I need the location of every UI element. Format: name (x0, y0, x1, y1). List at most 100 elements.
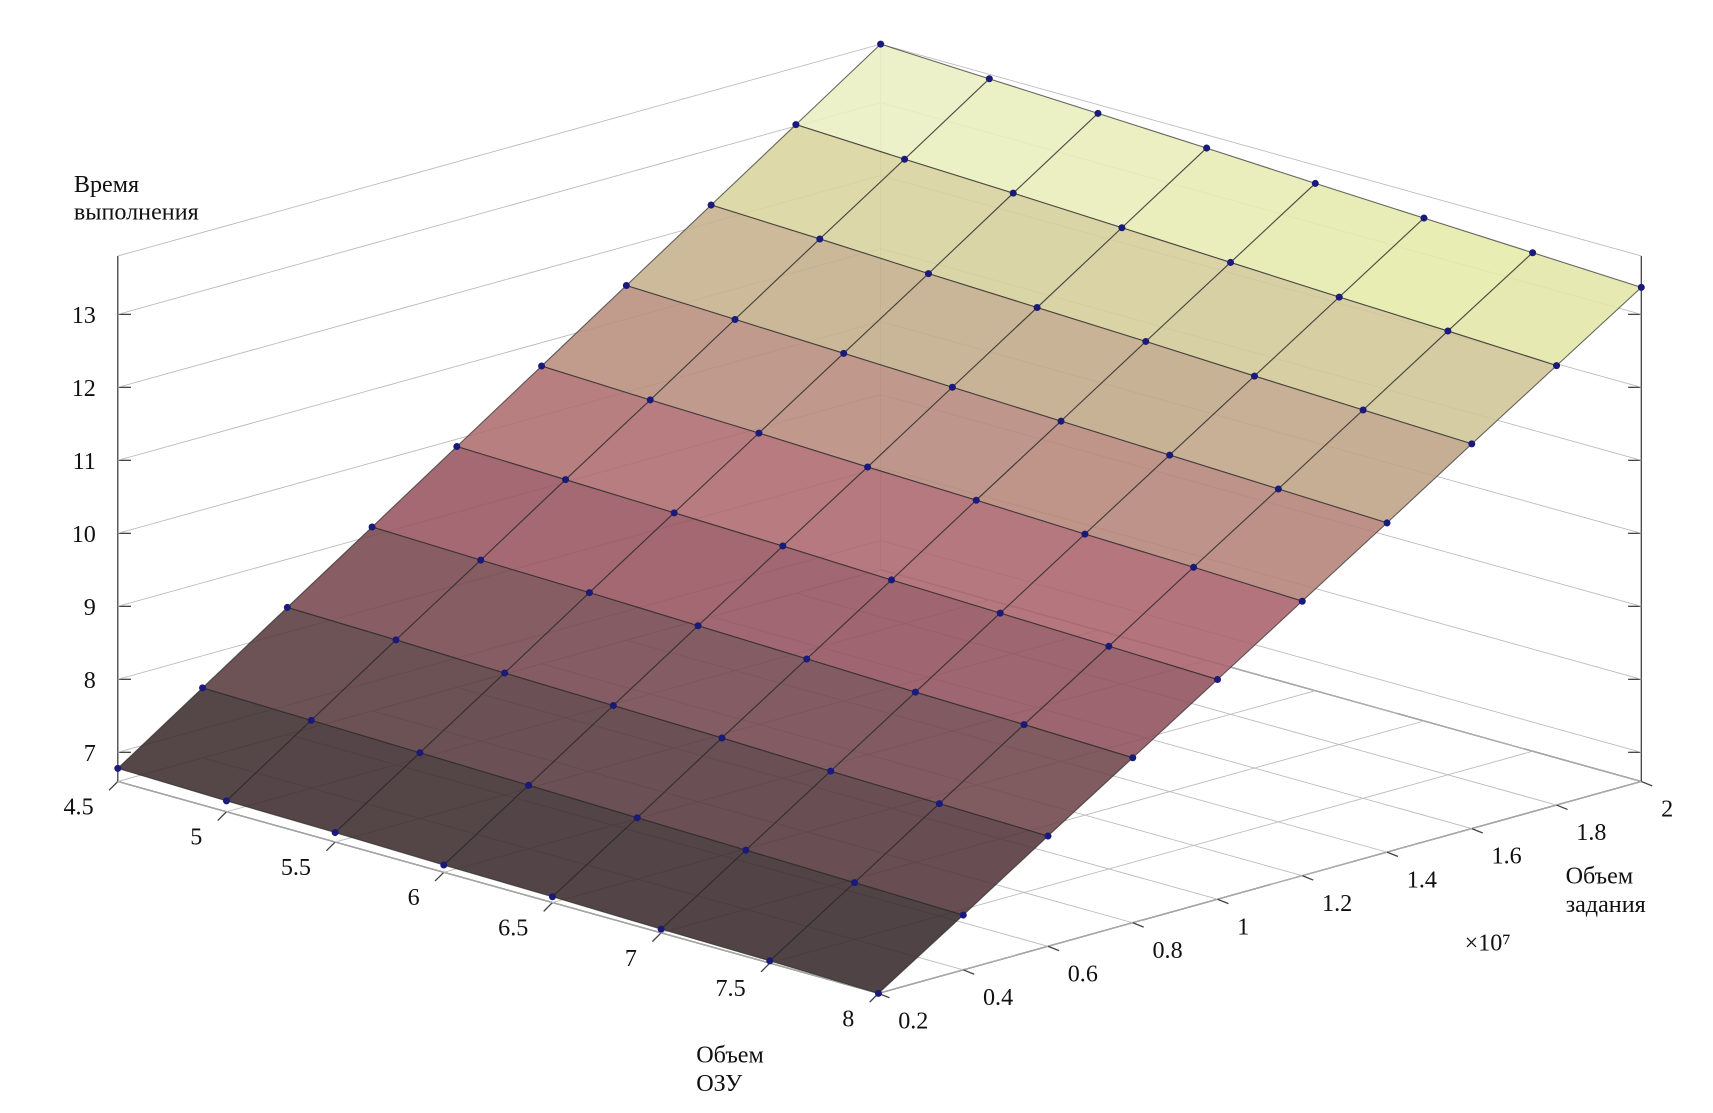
y-tick-label: 1.4 (1407, 866, 1437, 893)
data-point (887, 576, 896, 584)
z-tick-label: 11 (73, 448, 96, 475)
data-point (501, 669, 509, 677)
z-tick-label: 13 (72, 302, 96, 329)
y-tick-label: 2 (1661, 796, 1673, 823)
data-point (816, 235, 824, 243)
data-point (561, 476, 570, 484)
data-point (911, 688, 919, 696)
data-point (864, 463, 872, 471)
z-axis-label: выполнения (74, 199, 199, 226)
x-tick-label: 8 (842, 1005, 854, 1032)
data-point (1094, 109, 1102, 117)
data-point (901, 155, 909, 163)
x-tick (760, 962, 771, 973)
data-point (1129, 754, 1137, 762)
data-point (877, 40, 885, 48)
y-tick-label: 0.8 (1152, 937, 1182, 964)
data-point (609, 702, 617, 710)
data-point (851, 879, 859, 887)
data-point (827, 767, 835, 775)
data-point (996, 609, 1004, 617)
data-point (742, 846, 750, 854)
y-tick (1132, 922, 1144, 928)
box-edge (880, 43, 1642, 257)
data-point (1298, 597, 1306, 605)
data-point (959, 911, 967, 919)
y-axis-label: Объем (1566, 863, 1634, 890)
data-point (1359, 406, 1367, 414)
x-tick (325, 841, 336, 852)
data-point (1637, 283, 1645, 291)
y-tick (1047, 945, 1060, 952)
y-tick (962, 969, 975, 975)
y-tick-label: 0.2 (898, 1007, 928, 1034)
data-point (1142, 337, 1150, 345)
x-tick-label: 6 (408, 884, 420, 911)
data-point (1311, 179, 1319, 187)
data-point (657, 925, 665, 933)
data-point (670, 509, 678, 517)
data-point (1105, 642, 1113, 650)
data-point (1044, 832, 1052, 840)
data-point (874, 989, 882, 997)
data-point (538, 362, 546, 370)
data-point (646, 396, 654, 404)
data-point (779, 542, 787, 550)
x-tick (217, 811, 227, 822)
data-point (755, 429, 763, 437)
data-point (948, 383, 956, 391)
y-tick-label: 1 (1237, 913, 1249, 940)
x-axis-label: Объем (696, 1042, 764, 1069)
data-point (1250, 372, 1258, 380)
data-point (416, 749, 424, 757)
z-axis-label: Время (74, 171, 139, 198)
data-point (1383, 519, 1391, 527)
data-point (453, 442, 461, 450)
data-point (1553, 362, 1561, 370)
data-point (1020, 721, 1028, 729)
data-point (633, 814, 641, 822)
x-tick-label: 4.5 (63, 793, 93, 820)
data-point (766, 957, 774, 965)
x-tick (543, 902, 553, 912)
data-point (1335, 293, 1343, 301)
data-point (1213, 675, 1222, 684)
y-tick-label: 0.4 (983, 984, 1013, 1011)
data-point (1227, 258, 1235, 266)
data-point (440, 861, 448, 869)
data-point (935, 800, 943, 808)
data-point (840, 349, 848, 357)
data-point (307, 716, 315, 724)
data-point (694, 622, 702, 630)
x-tick (434, 871, 445, 882)
data-point (585, 589, 593, 597)
x-tick-label: 7 (625, 945, 637, 972)
y-tick (1471, 827, 1484, 834)
y-axis-label: задания (1566, 891, 1646, 918)
data-point (222, 797, 230, 805)
y-tick (1386, 851, 1399, 858)
data-point (1166, 451, 1174, 459)
data-point (525, 781, 533, 789)
data-point (1118, 224, 1126, 232)
y-tick-label: 1.8 (1576, 819, 1606, 846)
data-point (368, 523, 376, 531)
data-point (1081, 530, 1089, 538)
grid-line (117, 781, 879, 994)
data-point (622, 282, 630, 290)
data-point (718, 734, 726, 742)
z-tick-label: 7 (84, 740, 96, 767)
data-point (1468, 440, 1476, 448)
data-point (331, 829, 339, 837)
data-point (114, 764, 122, 772)
z-tick-label: 9 (84, 594, 96, 621)
data-point (477, 556, 485, 564)
x-axis-label: ОЗУ (696, 1070, 743, 1097)
x-tick-label: 6.5 (498, 914, 528, 941)
y-tick-label: 1.6 (1492, 843, 1522, 870)
z-tick-label: 8 (84, 667, 96, 694)
data-point (1203, 144, 1211, 152)
data-point (1274, 485, 1282, 493)
